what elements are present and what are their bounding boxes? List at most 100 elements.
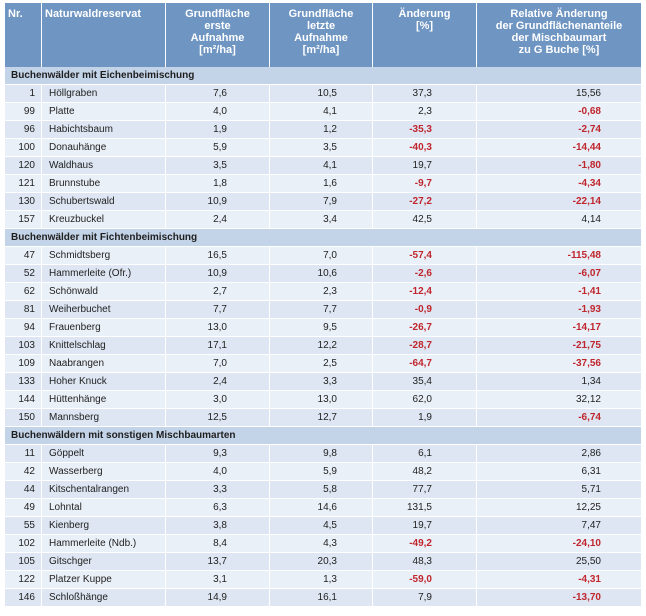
table-row: 133 Hoher Knuck 2,4 3,3 35,4 1,34 xyxy=(5,373,641,391)
cell-nr: 11 xyxy=(5,445,42,463)
cell-grundflaeche-letzte: 9,5 xyxy=(270,319,373,337)
table-row: 157 Kreuzbuckel 2,4 3,4 42,5 4,14 xyxy=(5,211,641,229)
cell-reservat-name: Schmidtsberg xyxy=(42,247,166,265)
table-row: 49 Lohntal 6,3 14,6 131,5 12,25 xyxy=(5,499,641,517)
cell-relative-aenderung: -1,41 xyxy=(477,283,641,301)
cell-aenderung: -26,7 xyxy=(373,319,477,337)
cell-reservat-name: Hammerleite (Ofr.) xyxy=(42,265,166,283)
header-relative-aenderung: Relative Änderung der Grundflächenanteil… xyxy=(477,3,641,67)
cell-grundflaeche-erste: 4,0 xyxy=(166,103,270,121)
cell-reservat-name: Schönwald xyxy=(42,283,166,301)
cell-relative-aenderung: 15,56 xyxy=(477,85,641,103)
cell-reservat-name: Waldhaus xyxy=(42,157,166,175)
cell-grundflaeche-letzte: 4,5 xyxy=(270,517,373,535)
header-naturwaldreservat: Naturwaldreservat xyxy=(42,3,166,67)
table-row: 94 Frauenberg 13,0 9,5 -26,7 -14,17 xyxy=(5,319,641,337)
cell-reservat-name: Göppelt xyxy=(42,445,166,463)
cell-relative-aenderung: 4,14 xyxy=(477,211,641,229)
cell-grundflaeche-letzte: 16,1 xyxy=(270,589,373,607)
cell-grundflaeche-letzte: 4,1 xyxy=(270,157,373,175)
cell-nr: 102 xyxy=(5,535,42,553)
cell-grundflaeche-letzte: 3,4 xyxy=(270,211,373,229)
table-row: 120 Waldhaus 3,5 4,1 19,7 -1,80 xyxy=(5,157,641,175)
cell-grundflaeche-erste: 9,3 xyxy=(166,445,270,463)
cell-nr: 49 xyxy=(5,499,42,517)
table-row: 122 Platzer Kuppe 3,1 1,3 -59,0 -4,31 xyxy=(5,571,641,589)
cell-grundflaeche-erste: 7,7 xyxy=(166,301,270,319)
header-line: Grundfläche xyxy=(185,8,250,20)
cell-relative-aenderung: 32,12 xyxy=(477,391,641,409)
header-line: letzte xyxy=(306,20,336,32)
table-body: Buchenwälder mit Eichenbeimischung 1 Höllg… xyxy=(5,67,641,607)
header-line: Änderung xyxy=(398,8,451,20)
cell-grundflaeche-erste: 3,0 xyxy=(166,391,270,409)
cell-nr: 130 xyxy=(5,193,42,211)
cell-aenderung: 35,4 xyxy=(373,373,477,391)
cell-nr: 47 xyxy=(5,247,42,265)
cell-nr: 99 xyxy=(5,103,42,121)
header-line: Grundfläche xyxy=(288,8,354,20)
cell-grundflaeche-erste: 8,4 xyxy=(166,535,270,553)
header-grundflaeche-letzte: Grundfläche letzte Aufnahme [m²/ha] xyxy=(270,3,373,67)
cell-grundflaeche-letzte: 4,1 xyxy=(270,103,373,121)
cell-reservat-name: Donauhänge xyxy=(42,139,166,157)
cell-aenderung: 131,5 xyxy=(373,499,477,517)
cell-grundflaeche-letzte: 1,2 xyxy=(270,121,373,139)
cell-aenderung: -59,0 xyxy=(373,571,477,589)
cell-aenderung: -12,4 xyxy=(373,283,477,301)
cell-grundflaeche-erste: 5,9 xyxy=(166,139,270,157)
cell-grundflaeche-erste: 12,5 xyxy=(166,409,270,427)
cell-reservat-name: Kitschentalrangen xyxy=(42,481,166,499)
cell-aenderung: -35,3 xyxy=(373,121,477,139)
cell-relative-aenderung: -6,07 xyxy=(477,265,641,283)
table-row: 130 Schubertswald 10,9 7,9 -27,2 -22,14 xyxy=(5,193,641,211)
cell-nr: 96 xyxy=(5,121,42,139)
header-line: [m²/ha] xyxy=(302,44,340,56)
cell-relative-aenderung: 5,71 xyxy=(477,481,641,499)
cell-grundflaeche-letzte: 14,6 xyxy=(270,499,373,517)
cell-nr: 144 xyxy=(5,391,42,409)
cell-grundflaeche-letzte: 10,5 xyxy=(270,85,373,103)
cell-reservat-name: Hammerleite (Ndb.) xyxy=(42,535,166,553)
cell-relative-aenderung: -14,44 xyxy=(477,139,641,157)
cell-grundflaeche-letzte: 12,7 xyxy=(270,409,373,427)
table-row: 146 Schloßhänge 14,9 16,1 7,9 -13,70 xyxy=(5,589,641,607)
section-header-row: Buchenwälder mit Fichtenbeimischung xyxy=(5,229,641,247)
cell-reservat-name: Knittelschlag xyxy=(42,337,166,355)
cell-aenderung: 62,0 xyxy=(373,391,477,409)
table-row: 105 Gitschger 13,7 20,3 48,3 25,50 xyxy=(5,553,641,571)
header-grundflaeche-erste: Grundfläche erste Aufnahme [m²/ha] xyxy=(166,3,270,67)
section-title: Buchenwälder mit Fichtenbeimischung xyxy=(5,229,641,247)
cell-aenderung: 42,5 xyxy=(373,211,477,229)
cell-grundflaeche-letzte: 13,0 xyxy=(270,391,373,409)
cell-relative-aenderung: -13,70 xyxy=(477,589,641,607)
cell-grundflaeche-erste: 2,4 xyxy=(166,373,270,391)
section-header-row: Buchenwälder mit Eichenbeimischung xyxy=(5,67,641,85)
cell-aenderung: -28,7 xyxy=(373,337,477,355)
cell-relative-aenderung: 12,25 xyxy=(477,499,641,517)
cell-grundflaeche-letzte: 1,6 xyxy=(270,175,373,193)
header-nr: Nr. xyxy=(5,3,42,67)
cell-nr: 62 xyxy=(5,283,42,301)
cell-aenderung: 48,2 xyxy=(373,463,477,481)
cell-grundflaeche-erste: 16,5 xyxy=(166,247,270,265)
cell-relative-aenderung: 7,47 xyxy=(477,517,641,535)
cell-grundflaeche-letzte: 9,8 xyxy=(270,445,373,463)
header-line: Nr. xyxy=(8,8,23,20)
cell-nr: 120 xyxy=(5,157,42,175)
cell-nr: 94 xyxy=(5,319,42,337)
header-line: Aufnahme xyxy=(294,32,348,44)
cell-grundflaeche-erste: 13,7 xyxy=(166,553,270,571)
cell-reservat-name: Wasserberg xyxy=(42,463,166,481)
cell-grundflaeche-erste: 17,1 xyxy=(166,337,270,355)
cell-nr: 1 xyxy=(5,85,42,103)
cell-grundflaeche-erste: 2,4 xyxy=(166,211,270,229)
header-aenderung: Änderung [%] xyxy=(373,3,477,67)
cell-nr: 100 xyxy=(5,139,42,157)
cell-grundflaeche-erste: 10,9 xyxy=(166,265,270,283)
cell-reservat-name: Weiherbuchet xyxy=(42,301,166,319)
cell-nr: 103 xyxy=(5,337,42,355)
cell-aenderung: 77,7 xyxy=(373,481,477,499)
cell-grundflaeche-erste: 2,7 xyxy=(166,283,270,301)
cell-grundflaeche-erste: 3,1 xyxy=(166,571,270,589)
